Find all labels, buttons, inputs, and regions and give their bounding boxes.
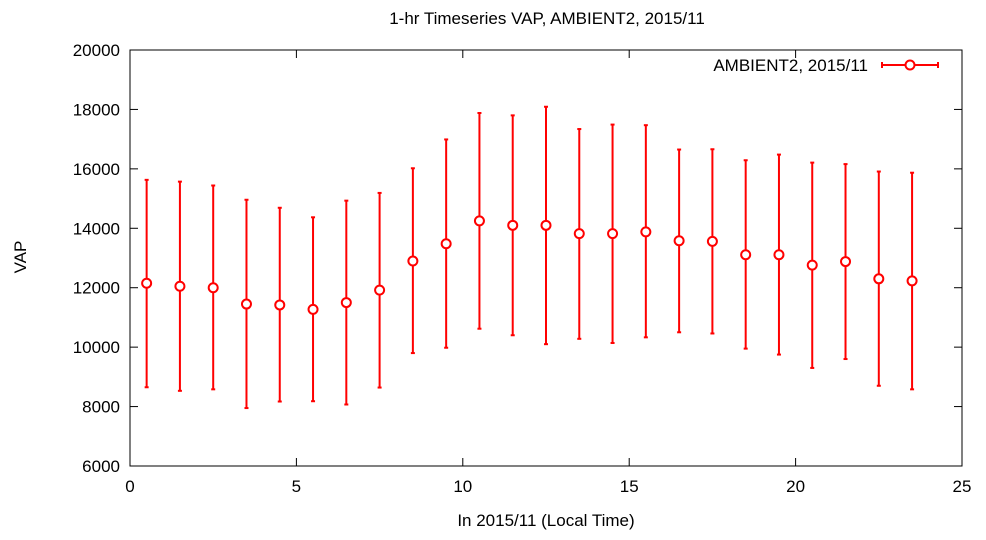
legend: AMBIENT2, 2015/11	[713, 56, 939, 75]
data-point	[407, 255, 419, 267]
y-tick-label: 20000	[73, 41, 120, 60]
data-point	[573, 228, 585, 240]
x-tick-label: 20	[786, 477, 805, 496]
x-tick-label: 25	[953, 477, 972, 496]
legend-entry-label: AMBIENT2, 2015/11	[713, 56, 868, 75]
data-point	[773, 249, 785, 261]
x-tick-label: 10	[453, 477, 472, 496]
y-tick-label: 12000	[73, 279, 120, 298]
y-tick-label: 10000	[73, 338, 120, 357]
x-axis-ticks: 0 5 10 15 20 25	[125, 50, 971, 496]
x-tick-label: 0	[125, 477, 134, 496]
plot-frame	[129, 49, 963, 467]
data-point	[607, 228, 619, 240]
data-point	[540, 219, 552, 231]
y-tick-label: 16000	[73, 160, 120, 179]
data-point	[740, 249, 752, 261]
x-tick-label: 5	[292, 477, 301, 496]
data-point	[307, 303, 319, 315]
data-point	[240, 298, 252, 310]
chart-title: 1-hr Timeseries VAP, AMBIENT2, 2015/11	[389, 9, 705, 28]
data-point	[207, 282, 219, 294]
data-point	[806, 259, 818, 271]
data-point	[174, 280, 186, 292]
data-point	[706, 235, 718, 247]
data-point	[640, 226, 652, 238]
data-point	[473, 215, 485, 227]
legend-entry-symbol	[881, 59, 939, 71]
data-point	[906, 275, 918, 287]
y-tick-label: 8000	[82, 398, 120, 417]
legend-marker	[904, 59, 916, 71]
y-tick-label: 6000	[82, 457, 120, 476]
y-tick-label: 18000	[73, 100, 120, 119]
y-axis-label: VAP	[11, 241, 30, 274]
data-point	[507, 219, 519, 231]
x-tick-label: 15	[620, 477, 639, 496]
data-point	[274, 299, 286, 311]
data-point	[374, 284, 386, 296]
y-tick-label: 14000	[73, 219, 120, 238]
data-point	[141, 277, 153, 289]
data-point	[673, 235, 685, 247]
data-point	[873, 273, 885, 285]
y-axis-ticks: 6000 8000 10000 12000 14000 16000 18000 20000	[73, 41, 962, 476]
series-layer	[141, 105, 918, 410]
data-point	[840, 256, 852, 268]
x-axis-label: In 2015/11 (Local Time)	[457, 511, 634, 530]
data-point	[340, 297, 352, 309]
data-point	[440, 238, 452, 250]
